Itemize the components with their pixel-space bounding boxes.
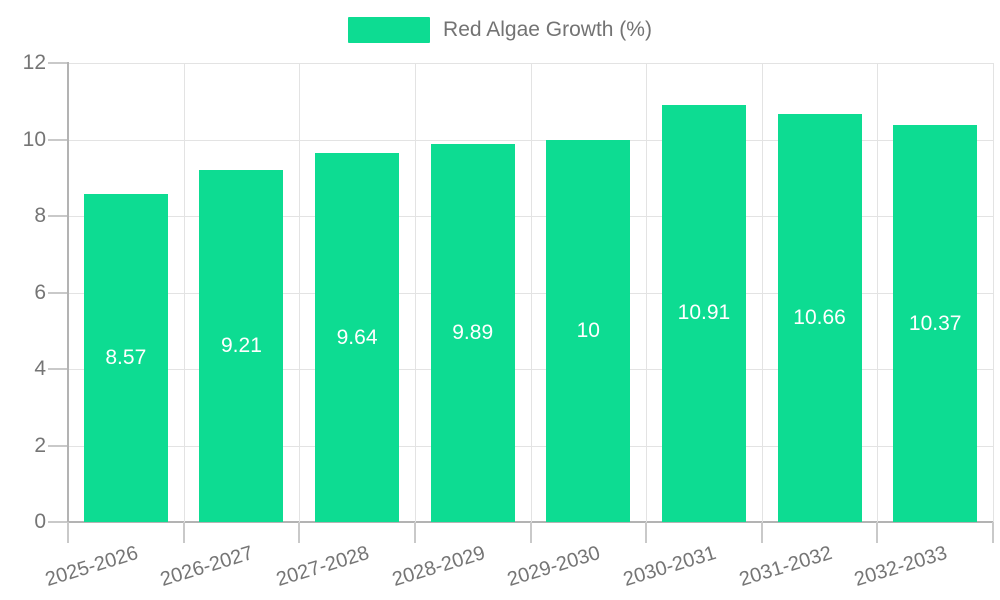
y-tick-label: 0	[34, 510, 46, 533]
y-tick-label: 4	[34, 357, 46, 380]
y-tick-label: 6	[34, 280, 46, 304]
x-axis-tick	[298, 522, 301, 543]
y-axis-tick	[48, 138, 68, 141]
y-tick-label: 12	[22, 51, 46, 74]
legend-label: Red Algae Growth (%)	[443, 18, 652, 41]
bar[interactable]	[546, 139, 631, 522]
bar[interactable]	[777, 114, 862, 522]
bar[interactable]	[430, 143, 515, 522]
plot-area: 0 2 4 6 8 10 12 8.57 2025-2026 9.21 2026-2027 9.64 2…	[23, 51, 994, 591]
gridline-vertical	[299, 63, 301, 522]
y-axis-tick	[48, 62, 68, 64]
gridline-vertical	[993, 63, 994, 522]
y-axis-line	[67, 62, 69, 523]
gridline-vertical	[646, 63, 648, 522]
y-axis-tick	[48, 444, 68, 447]
x-axis-tick	[760, 522, 763, 543]
bar[interactable]	[893, 125, 978, 522]
gridline-vertical	[183, 63, 185, 522]
y-tick-label: 2	[34, 433, 46, 457]
x-axis-tick	[67, 522, 69, 543]
bar[interactable]	[661, 104, 746, 522]
legend-swatch-icon	[348, 17, 431, 43]
y-axis-tick	[48, 215, 68, 217]
gridline-vertical	[877, 63, 879, 522]
x-axis-tick	[645, 522, 648, 543]
legend[interactable]: Red Algae Growth (%)	[0, 17, 1000, 43]
bar[interactable]	[199, 169, 284, 522]
x-axis-tick	[182, 522, 185, 543]
gridline-vertical	[761, 63, 763, 522]
y-axis-tick	[48, 521, 68, 523]
x-axis-tick	[876, 522, 879, 543]
y-tick-label: 8	[34, 204, 46, 227]
y-axis-tick	[48, 368, 68, 370]
y-tick-label: 10	[22, 127, 46, 151]
x-axis-tick	[413, 522, 416, 543]
bar[interactable]	[83, 194, 168, 522]
y-axis-tick	[48, 291, 68, 294]
x-axis-tick	[529, 522, 532, 543]
gridline-vertical	[530, 63, 532, 522]
gridline-vertical	[414, 63, 416, 522]
bar[interactable]	[315, 153, 400, 522]
x-axis-tick	[992, 522, 994, 543]
